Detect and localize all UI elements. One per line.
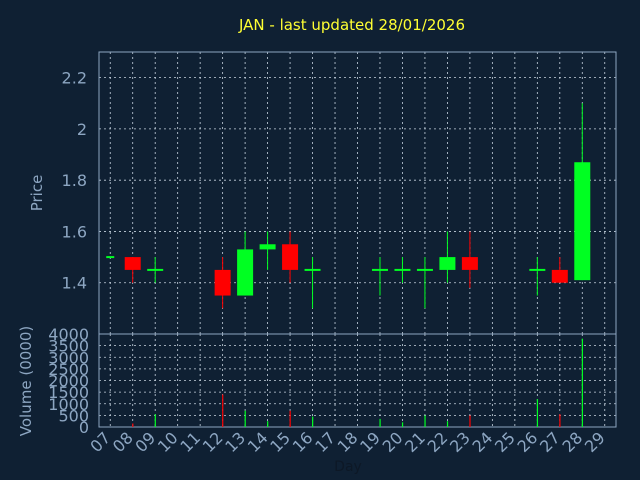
volume-y-tick-label: 4000 xyxy=(48,325,89,344)
volume-y-tick-label: 1000 xyxy=(48,395,89,414)
candle-body xyxy=(416,268,433,271)
volume-panel-frame xyxy=(98,333,617,428)
volume-bar xyxy=(424,415,426,427)
candle-body xyxy=(529,268,546,271)
volume-bar xyxy=(536,399,539,427)
volume-bar xyxy=(154,414,156,427)
volume-y-tick-label: 3500 xyxy=(48,337,89,356)
candle-body xyxy=(147,268,164,271)
volume-y-tick-label: 3000 xyxy=(48,348,89,367)
volume-axis-label: Volume (0000) xyxy=(17,326,35,436)
volume-bar xyxy=(401,422,404,427)
price-y-tick-label: 2.2 xyxy=(62,69,87,88)
volume-bar xyxy=(267,421,269,427)
price-y-tick-label: 1.4 xyxy=(62,274,87,293)
candle-body xyxy=(439,257,456,270)
x-axis-label: Day xyxy=(334,459,362,475)
volume-bar xyxy=(244,410,246,427)
volume-bar xyxy=(312,416,314,427)
volume-bar xyxy=(222,394,224,427)
candle-body xyxy=(371,268,388,271)
volume-bar xyxy=(132,423,134,427)
chart-title: JAN - last updated 28/01/2026 xyxy=(238,16,465,34)
volume-y-tick-label: 0 xyxy=(79,418,89,437)
volume-y-tick-label: 2000 xyxy=(48,372,89,391)
candle-body xyxy=(237,249,254,296)
price-y-tick-label: 1.6 xyxy=(62,222,87,241)
volume-bar xyxy=(469,415,471,427)
volume-bar xyxy=(379,418,381,427)
volume-y-tick-label: 500 xyxy=(58,406,89,425)
price-axis-label: Price xyxy=(28,175,46,212)
candle-body xyxy=(214,269,231,296)
volume-bar xyxy=(581,338,583,427)
volume-bar xyxy=(289,410,291,427)
candle-body xyxy=(282,244,299,270)
candle-body xyxy=(461,257,478,270)
price-y-tick-label: 2 xyxy=(77,120,87,139)
candle-body xyxy=(574,162,591,281)
candle-body xyxy=(551,269,568,283)
candle-body xyxy=(259,244,276,250)
candle-body xyxy=(304,268,321,271)
price-y-tick-label: 1.8 xyxy=(62,171,87,190)
x-tick-label: 29 xyxy=(581,428,609,456)
candle-body xyxy=(106,256,115,259)
volume-y-tick-label: 1500 xyxy=(48,383,89,402)
volume-bar xyxy=(446,421,449,427)
volume-bar xyxy=(559,414,561,427)
candle-body xyxy=(394,268,411,271)
volume-y-tick-label: 2500 xyxy=(48,360,89,379)
candle-body xyxy=(124,257,141,270)
